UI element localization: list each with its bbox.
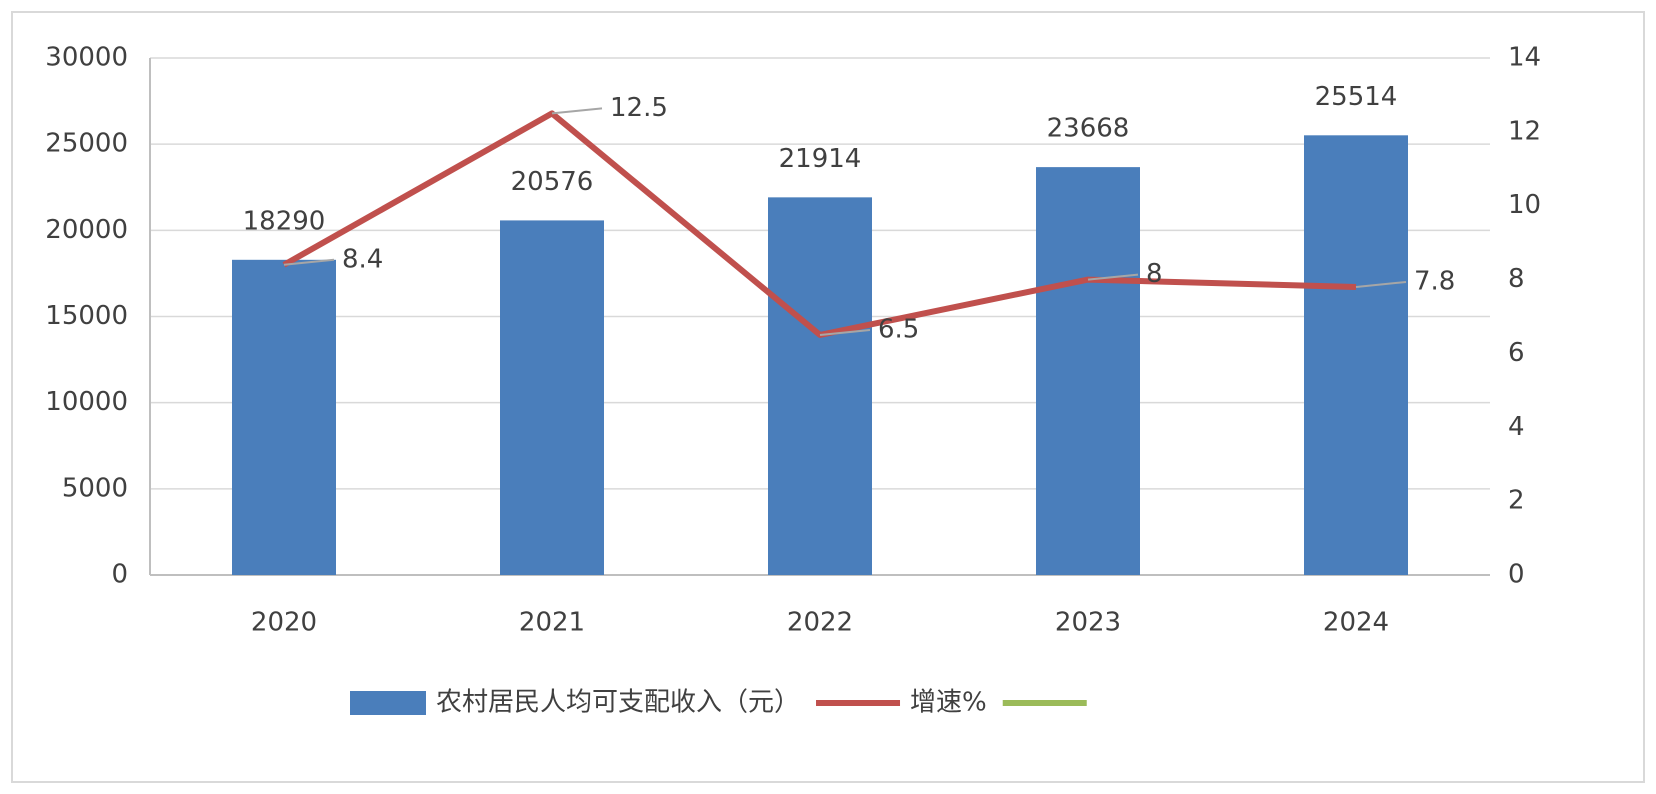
bar: [1304, 135, 1408, 576]
y2-tick-label: 8: [1508, 264, 1525, 294]
y2-tick-label: 2: [1508, 486, 1525, 516]
y2-tick-label: 12: [1508, 116, 1541, 146]
line-value-label: 8: [1146, 259, 1163, 289]
leader-line: [283, 258, 335, 266]
bar-value-label: 25514: [1315, 82, 1398, 112]
bar-value-label: 20576: [511, 167, 594, 197]
bar-value-label: 21914: [779, 144, 862, 174]
legend-label: 增速%: [910, 688, 987, 718]
y2-tick-label: 6: [1508, 338, 1525, 368]
bar: [1036, 167, 1140, 575]
bar: [232, 259, 336, 575]
y-tick-label: 15000: [45, 301, 128, 331]
x-tick-label: 2020: [251, 608, 317, 638]
y-tick-label: 0: [111, 560, 128, 590]
y2-tick-label: 14: [1508, 43, 1541, 73]
bar: [500, 220, 604, 576]
y2-tick-label: 0: [1508, 560, 1525, 590]
y-tick-label: 5000: [62, 473, 128, 503]
bar-value-label: 18290: [243, 206, 326, 236]
x-tick-label: 2022: [787, 608, 853, 638]
leader-line: [1087, 273, 1139, 281]
bar: [768, 197, 872, 575]
y-tick-label: 20000: [45, 215, 128, 245]
y-tick-label: 30000: [45, 43, 128, 73]
x-tick-label: 2024: [1323, 608, 1389, 638]
line-value-label: 12.5: [610, 93, 668, 123]
y2-tick-label: 4: [1508, 412, 1525, 442]
leader-line: [819, 328, 871, 336]
y2-tick-label: 10: [1508, 190, 1541, 220]
line-value-label: 8.4: [342, 244, 383, 274]
leader-line: [1355, 280, 1407, 288]
line-value-label: 7.8: [1414, 266, 1455, 296]
y-tick-label: 10000: [45, 387, 128, 417]
x-tick-label: 2021: [519, 608, 585, 638]
legend-swatch: [350, 691, 426, 715]
legend-label: 农村居民人均可支配收入（元）: [436, 688, 800, 718]
leader-line: [551, 107, 603, 115]
x-tick-label: 2023: [1055, 608, 1121, 638]
bar-value-label: 23668: [1047, 114, 1130, 144]
line-value-label: 6.5: [878, 314, 919, 344]
y-tick-label: 25000: [45, 129, 128, 159]
